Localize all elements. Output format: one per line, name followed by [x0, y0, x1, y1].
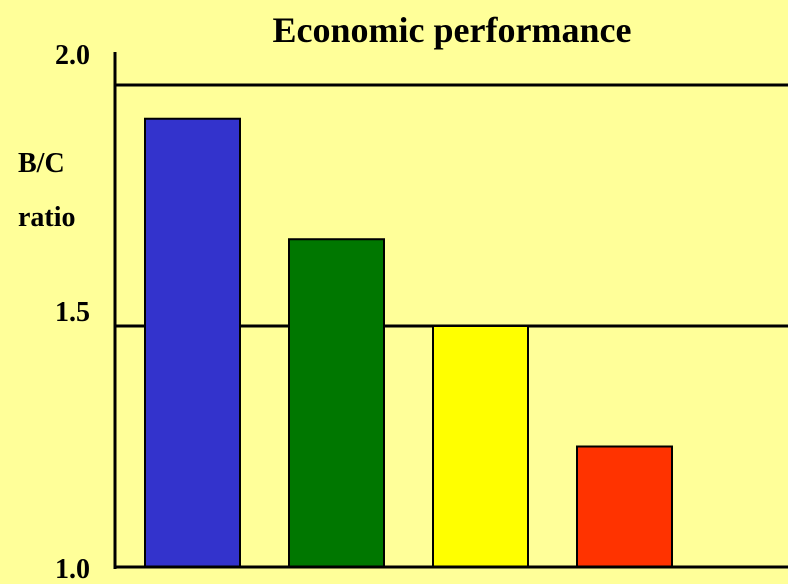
y-tick-label-1: 1.5 — [55, 297, 90, 328]
bar-1 — [288, 238, 385, 569]
y-axis-label-line-2: ratio — [18, 202, 76, 233]
y-tick-label-0: 2.0 — [55, 40, 90, 71]
y-tick-labels: 2.0 1.5 1.0 — [55, 40, 90, 584]
bar-3 — [576, 445, 673, 568]
bar-2 — [432, 325, 529, 568]
bar-0 — [144, 117, 241, 569]
y-tick-label-2: 1.0 — [55, 554, 90, 584]
chart-title: Economic performance — [273, 10, 632, 50]
y-axis-label-line-1: B/C — [18, 148, 65, 179]
bars — [144, 117, 673, 569]
